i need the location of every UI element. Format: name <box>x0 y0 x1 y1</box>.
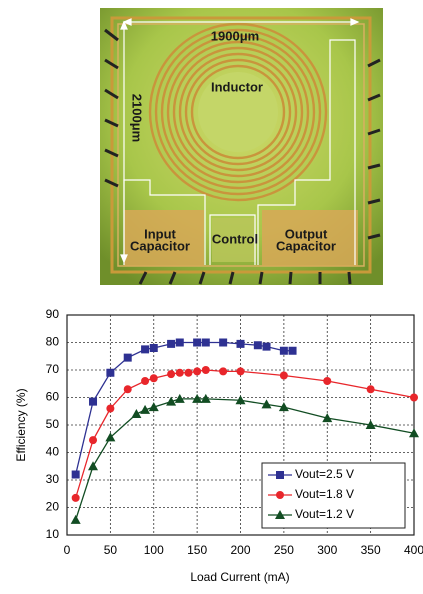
marker <box>280 372 288 380</box>
marker <box>263 343 271 351</box>
x-tick-label: 0 <box>64 543 71 557</box>
page: 1900μm 2100μm Inductor Input Capacitor C… <box>0 0 423 589</box>
width-label: 1900μm <box>211 28 259 43</box>
x-tick-label: 350 <box>361 543 381 557</box>
chart: 10 20 30 40 50 60 70 80 90 0 50 100 150 200 250 300 350 4… <box>46 307 423 557</box>
x-tick-label: 200 <box>230 543 250 557</box>
marker <box>124 354 132 362</box>
marker <box>193 367 201 375</box>
marker <box>176 339 184 347</box>
marker <box>176 369 184 377</box>
y-tick-label: 60 <box>46 390 60 404</box>
x-tick-label: 150 <box>187 543 207 557</box>
marker <box>254 341 262 349</box>
marker <box>167 340 175 348</box>
die-photo: 1900μm 2100μm Inductor Input Capacitor C… <box>100 8 383 285</box>
marker <box>276 491 284 499</box>
y-tick-label: 10 <box>46 527 60 541</box>
marker <box>131 409 141 418</box>
marker <box>280 347 288 355</box>
marker <box>289 347 297 355</box>
marker <box>193 339 201 347</box>
marker <box>141 377 149 385</box>
marker <box>410 394 418 402</box>
legend-label: Vout=1.2 V <box>295 507 354 521</box>
x-tick-label: 250 <box>274 543 294 557</box>
marker <box>237 367 245 375</box>
block-label: Control <box>212 231 258 246</box>
marker <box>237 340 245 348</box>
marker <box>167 370 175 378</box>
marker <box>71 515 81 524</box>
y-tick-label: 70 <box>46 362 60 376</box>
marker <box>184 369 192 377</box>
legend-label: Vout=1.8 V <box>295 487 354 501</box>
marker <box>141 345 149 353</box>
x-axis-title: Load Current (mA) <box>190 570 289 584</box>
y-tick-label: 40 <box>46 445 60 459</box>
marker <box>219 367 227 375</box>
x-tick-label: 100 <box>144 543 164 557</box>
marker <box>88 461 98 470</box>
y-tick-label: 50 <box>46 417 60 431</box>
block-label: Capacitor <box>276 238 336 253</box>
marker <box>202 339 210 347</box>
height-label: 2100μm <box>130 94 145 142</box>
marker <box>89 436 97 444</box>
marker <box>150 344 158 352</box>
block-label: Capacitor <box>130 238 190 253</box>
marker <box>323 377 331 385</box>
x-tick-label: 400 <box>404 543 423 557</box>
marker <box>72 494 80 502</box>
y-tick-label: 20 <box>46 500 60 514</box>
marker <box>124 385 132 393</box>
legend-label: Vout=2.5 V <box>295 467 354 481</box>
marker <box>106 405 114 413</box>
y-tick-label: 30 <box>46 472 60 486</box>
y-tick-label: 80 <box>46 335 60 349</box>
marker <box>89 398 97 406</box>
marker <box>219 339 227 347</box>
x-tick-label: 50 <box>104 543 118 557</box>
marker <box>276 471 284 479</box>
marker <box>150 374 158 382</box>
y-tick-label: 90 <box>46 307 60 321</box>
block-label: Inductor <box>211 79 263 94</box>
marker <box>202 366 210 374</box>
x-tick-label: 300 <box>317 543 337 557</box>
marker <box>367 385 375 393</box>
marker <box>106 369 114 377</box>
y-axis-title: Efficiency (%) <box>14 388 28 461</box>
marker <box>72 471 80 479</box>
